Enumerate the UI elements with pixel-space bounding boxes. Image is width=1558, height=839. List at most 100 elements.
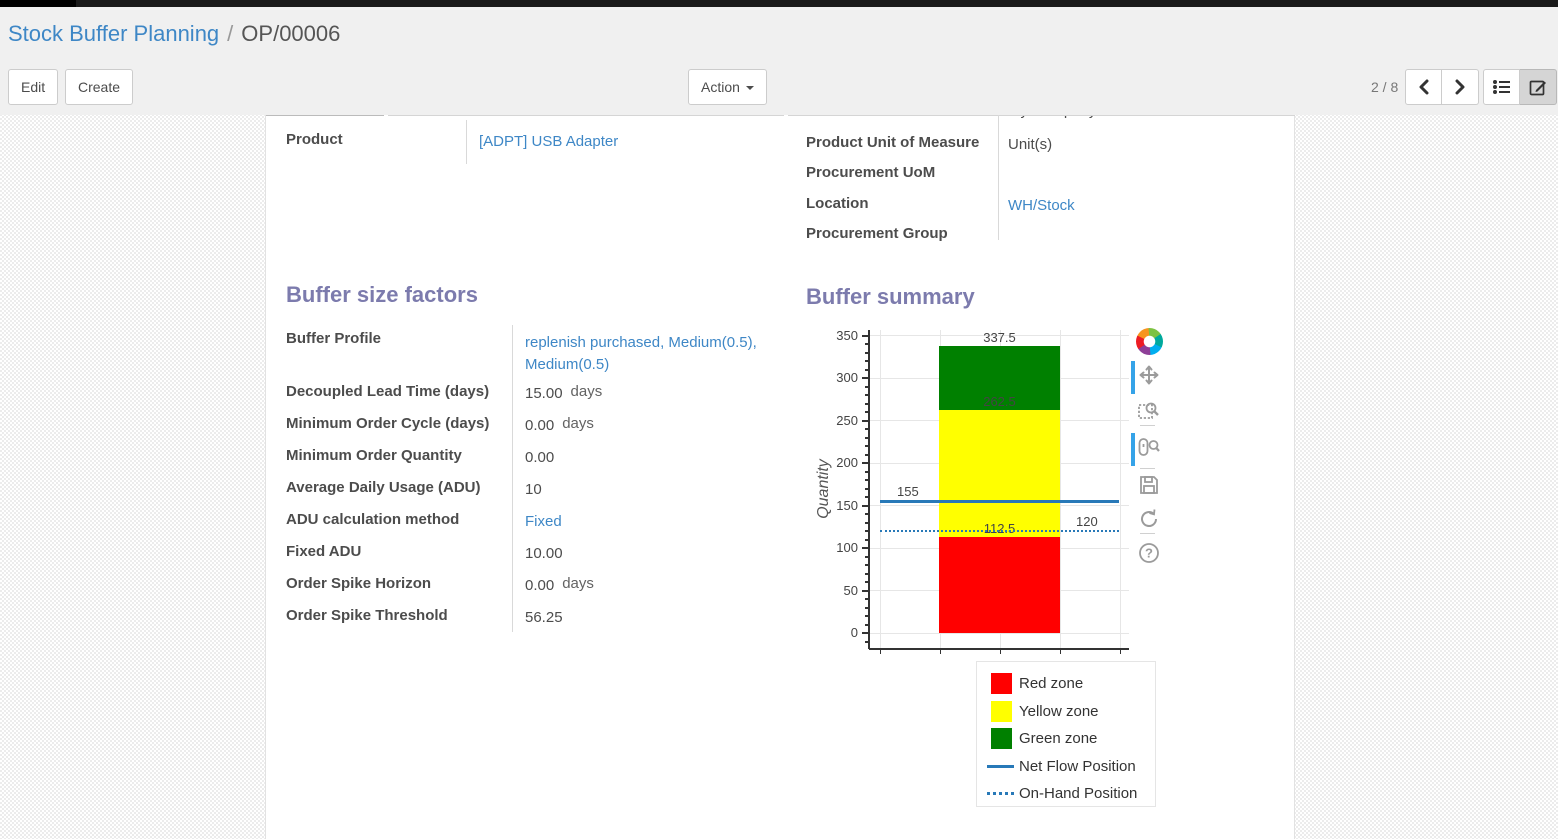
legend-item: Red zone — [977, 672, 1155, 696]
separator — [512, 325, 513, 632]
section-title-buffer-size-factors: Buffer size factors — [286, 282, 478, 307]
pager-next-button[interactable] — [1442, 69, 1479, 105]
chevron-left-icon — [1419, 79, 1428, 95]
breadcrumb: Stock Buffer Planning / OP/00006 — [8, 21, 340, 47]
field-value: Unit(s) — [1008, 136, 1053, 153]
y-minor-tick — [865, 598, 869, 600]
edit-button[interactable]: Edit — [8, 69, 59, 105]
y-minor-tick — [865, 454, 869, 456]
caret-down-icon — [745, 86, 754, 91]
y-tick-label: 150 — [836, 497, 858, 513]
legend-swatch — [987, 792, 1014, 795]
y-major-tick — [862, 505, 869, 507]
form-view-button[interactable] — [1520, 69, 1557, 105]
y-minor-tick — [865, 403, 869, 405]
legend-item: Net Flow Position — [977, 755, 1155, 779]
help-tool-icon[interactable]: ? — [1137, 541, 1161, 565]
clipped-row-border — [266, 115, 384, 116]
active-tool-indicator — [1131, 361, 1135, 394]
field-label: Procurement UoM — [806, 164, 936, 181]
y-major-tick — [862, 462, 869, 464]
field-label: Minimum Order Quantity — [286, 447, 462, 464]
toolbar-divider — [1140, 425, 1155, 426]
field-value-link[interactable]: WH/Stock — [1008, 197, 1075, 214]
legend-label: Net Flow Position — [1019, 757, 1136, 775]
form-edit-icon — [1529, 80, 1546, 96]
legend-swatch — [991, 728, 1012, 749]
field-value: 10 — [525, 481, 542, 498]
x-tick — [1060, 650, 1061, 654]
y-minor-tick — [865, 343, 869, 345]
reset-tool-icon[interactable] — [1137, 507, 1161, 531]
legend-swatch — [991, 673, 1012, 694]
save-tool-icon[interactable] — [1137, 473, 1161, 497]
line-value-label: 155 — [897, 484, 919, 500]
field-label: ADU calculation method — [286, 511, 460, 528]
y-minor-tick — [865, 564, 869, 566]
y-tick-label: 250 — [836, 412, 858, 428]
chart-legend: Red zone Yellow zone Green zone Net Flow Po… — [976, 661, 1156, 807]
field-label: Procurement Group — [806, 225, 948, 242]
field-value: 56.25 — [525, 609, 563, 626]
y-minor-tick — [865, 496, 869, 498]
breadcrumb-parent-link[interactable]: Stock Buffer Planning — [8, 21, 220, 46]
field-label: Fixed ADU — [286, 543, 362, 560]
y-tick-label: 50 — [843, 582, 858, 598]
chart-plot-area[interactable]: 112.5 262.5 337.5 155 120 0 50 100 150 200 250 300 3… — [836, 328, 1129, 654]
field-value-link[interactable]: replenish purchased, Medium(0.5), Medium… — [525, 334, 757, 373]
field-suffix: days — [570, 383, 603, 400]
list-view-button[interactable] — [1483, 69, 1520, 105]
y-minor-tick — [865, 488, 869, 490]
line-value-label: 120 — [1076, 514, 1098, 529]
bar-zone-yellow — [939, 409, 1060, 538]
breadcrumb-current: OP/00006 — [241, 21, 341, 46]
pager-previous-button[interactable] — [1405, 69, 1442, 105]
field-label: Location — [806, 195, 869, 212]
top-menubar — [0, 0, 1558, 9]
gridline-v — [880, 330, 881, 648]
x-tick — [880, 650, 881, 654]
gridline-h — [869, 335, 1129, 336]
legend-swatch — [991, 700, 1012, 722]
y-minor-tick — [865, 360, 869, 362]
toolbar-divider — [1140, 468, 1155, 469]
toolbar-divider — [1140, 533, 1155, 534]
legend-item: Green zone — [977, 727, 1155, 751]
y-minor-tick — [865, 607, 869, 609]
field-value: 10.00 — [525, 545, 563, 562]
box-zoom-tool-icon[interactable] — [1137, 398, 1161, 422]
pager-nav-group — [1405, 69, 1479, 105]
field-suffix: days — [562, 575, 594, 592]
y-minor-tick — [865, 641, 869, 643]
y-tick-label: 0 — [850, 625, 858, 640]
bar-zone-green — [939, 346, 1060, 410]
action-dropdown-button[interactable]: Action — [688, 69, 767, 105]
separator — [998, 115, 999, 240]
legend-label: Red zone — [1019, 675, 1084, 692]
y-minor-tick — [865, 513, 869, 515]
legend-item: Yellow zone — [977, 700, 1155, 724]
wheel-zoom-tool-icon[interactable] — [1137, 435, 1161, 459]
y-minor-tick — [865, 581, 869, 583]
legend-label: On-Hand Position — [1019, 785, 1138, 802]
gridline-h — [869, 632, 1129, 634]
section-title-buffer-summary: Buffer summary — [806, 284, 975, 309]
y-minor-tick — [865, 471, 869, 473]
pan-tool-icon[interactable] — [1137, 363, 1161, 387]
y-major-tick — [862, 335, 869, 337]
field-value-link[interactable]: Fixed — [525, 513, 562, 530]
gridline-v — [1120, 330, 1121, 648]
y-minor-tick — [865, 352, 869, 354]
y-major-tick — [862, 377, 869, 379]
y-minor-tick — [865, 556, 869, 558]
y-minor-tick — [865, 573, 869, 575]
field-suffix: days — [562, 415, 594, 432]
y-minor-tick — [865, 615, 869, 617]
zone-value-label: 112.5 — [983, 521, 1016, 537]
field-label: Order Spike Horizon — [286, 575, 432, 592]
create-button[interactable]: Create — [65, 69, 134, 105]
field-label: Decoupled Lead Time (days) — [286, 383, 490, 400]
product-link[interactable]: [ADPT] USB Adapter — [479, 133, 619, 150]
bokeh-logo-icon[interactable] — [1136, 328, 1163, 355]
form-sheet: My Company Product [ADPT] USB Adapter Pr… — [265, 115, 1295, 839]
